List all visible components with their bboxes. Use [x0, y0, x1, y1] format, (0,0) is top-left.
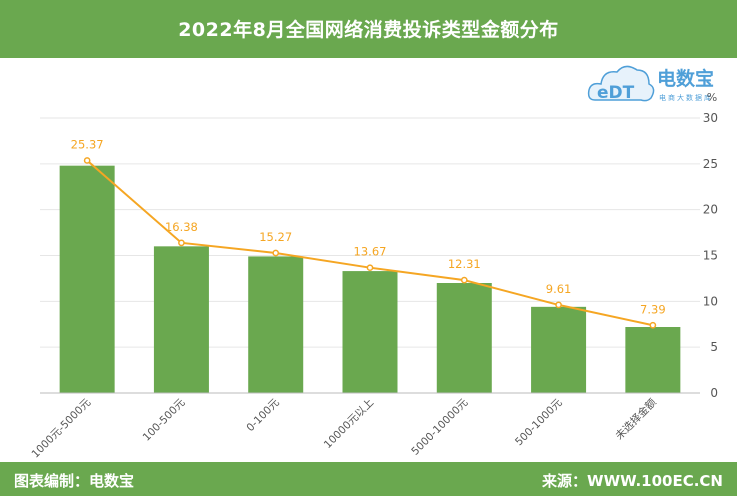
bar: [342, 271, 398, 393]
y-tick-label: 10: [703, 294, 718, 308]
y-tick-label: 30: [703, 111, 718, 125]
data-label: 16.38: [165, 220, 198, 234]
data-label: 7.39: [640, 302, 666, 316]
x-tick-label: 1000元-5000元: [29, 396, 93, 460]
data-label: 25.37: [71, 137, 104, 151]
bar: [153, 246, 209, 393]
line-point: [178, 239, 185, 247]
logo-slogan: 电商大数据库: [659, 94, 713, 102]
x-tick-label: 0-100元: [244, 396, 282, 434]
y-tick-label: 25: [703, 157, 718, 171]
bar: [248, 256, 304, 393]
bar: [625, 327, 681, 393]
data-label: 13.67: [354, 245, 387, 259]
cloud-logo-icon: eDT: [587, 65, 655, 103]
y-tick-label: 0: [710, 386, 718, 400]
line-point: [460, 276, 468, 284]
y-tick-label: 20: [703, 203, 718, 217]
x-tick-label: 5000-10000元: [409, 396, 470, 457]
line-point: [272, 249, 280, 257]
footer-source: 来源：WWW.100EC.CN: [542, 472, 723, 490]
chart-title: 2022年8月全国网络消费投诉类型金额分布: [178, 19, 559, 41]
y-tick-label: 15: [703, 249, 718, 263]
x-tick-label: 100-500元: [141, 396, 188, 443]
bar: [531, 306, 587, 393]
bar: [436, 283, 492, 393]
y-unit-label: %: [707, 91, 717, 104]
line-point: [83, 157, 91, 164]
footer-credit: 图表编制：电数宝: [14, 472, 135, 490]
x-tick-label: 未选择金额: [613, 396, 660, 443]
y-tick-label: 5: [710, 340, 718, 354]
footer-banner: 图表编制：电数宝 来源：WWW.100EC.CN: [0, 462, 737, 496]
data-label: 9.61: [546, 282, 572, 296]
logo-brand: 电数宝: [657, 68, 715, 90]
x-tick-label: 500-1000元: [513, 396, 565, 448]
brand-logo: eDT 电数宝 电商大数据库: [585, 56, 735, 112]
line-point: [555, 301, 562, 309]
line-point: [649, 321, 657, 329]
x-tick-label: 10000元以上: [322, 397, 376, 451]
data-label: 15.27: [259, 230, 292, 244]
data-label: 12.31: [448, 257, 481, 271]
bar: [59, 165, 115, 393]
title-banner: 2022年8月全国网络消费投诉类型金额分布: [0, 0, 737, 58]
logo-mark: eDT: [597, 83, 635, 103]
line-point: [366, 264, 374, 272]
